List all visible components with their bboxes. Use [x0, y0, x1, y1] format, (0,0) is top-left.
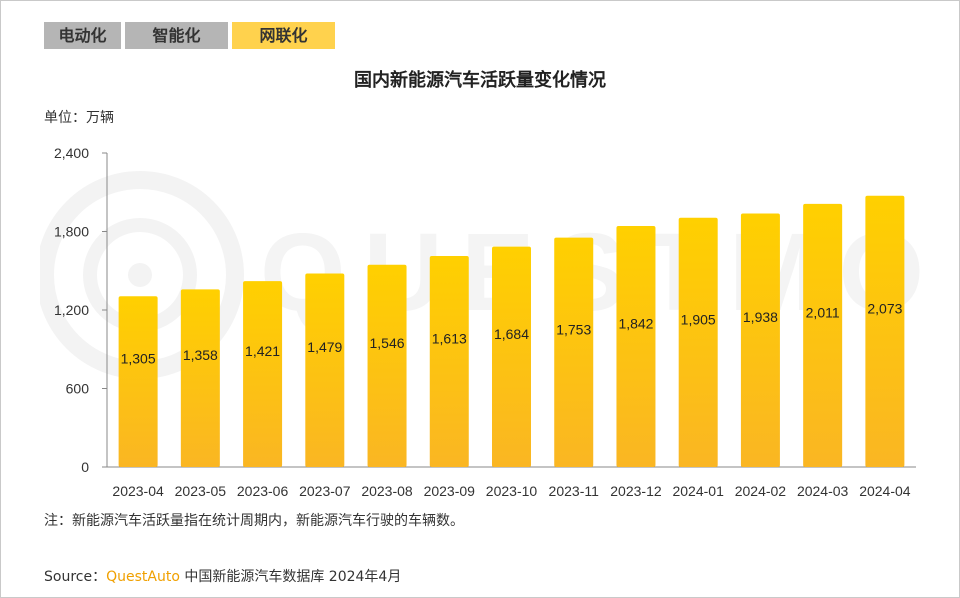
bar-2023-07	[305, 273, 345, 467]
x-tick-label: 2023-08	[361, 483, 413, 499]
data-label: 1,305	[121, 351, 156, 367]
data-label: 1,479	[307, 339, 342, 355]
x-tick-label: 2023-06	[237, 483, 289, 499]
x-tick-label: 2023-11	[549, 483, 600, 499]
data-label: 1,421	[245, 343, 280, 359]
bar-2024-02	[740, 213, 780, 467]
chart-title: 国内新能源汽车活跃量变化情况	[354, 70, 606, 91]
bar-2023-06	[243, 281, 283, 467]
footnote: 注：新能源汽车活跃量指在统计周期内，新能源汽车行驶的车辆数。	[44, 513, 464, 529]
x-tick-label: 2024-02	[735, 483, 787, 499]
bar-2024-01	[678, 217, 718, 467]
data-label: 1,358	[183, 347, 218, 363]
source-text: 中国新能源汽车数据库 2024年4月	[179, 569, 402, 585]
bar-2023-08	[367, 264, 407, 467]
source-brand: QuestAuto	[106, 569, 180, 585]
x-tick-label: 2023-05	[175, 483, 227, 499]
data-label: 2,073	[867, 300, 902, 316]
x-tick-label: 2023-09	[424, 483, 476, 499]
tab-connectivity[interactable]: 网联化	[232, 22, 335, 49]
source-prefix: Source：	[44, 569, 107, 585]
data-label: 1,842	[618, 316, 653, 332]
bar-2024-03	[803, 203, 843, 467]
data-label: 1,938	[743, 309, 778, 325]
x-tick-label: 2023-10	[486, 483, 538, 499]
y-tick-label: 1,200	[54, 302, 89, 318]
data-label: 1,753	[556, 321, 591, 337]
data-label: 1,905	[681, 311, 716, 327]
source-line: Source：QuestAuto 中国新能源汽车数据库 2024年4月	[44, 566, 401, 586]
y-tick-label: 600	[66, 381, 90, 397]
unit-label: 单位：万辆	[44, 110, 114, 126]
bar-2023-09	[429, 255, 469, 467]
category-tabs: 电动化 智能化 网联化	[44, 22, 335, 49]
tab-electrification[interactable]: 电动化	[44, 22, 121, 49]
x-tick-label: 2023-12	[610, 483, 662, 499]
y-tick-label: 1,800	[54, 224, 89, 240]
bar-2023-10	[492, 246, 531, 467]
y-tick-label: 0	[81, 459, 89, 475]
data-label: 1,684	[494, 326, 529, 342]
tab-intelligence[interactable]: 智能化	[125, 22, 228, 49]
data-label: 1,613	[432, 330, 467, 346]
bar-2023-05	[180, 289, 220, 467]
data-label: 1,546	[370, 335, 405, 351]
x-tick-label: 2024-01	[672, 483, 724, 499]
x-tick-label: 2023-04	[112, 483, 164, 499]
data-label: 2,011	[806, 304, 840, 320]
x-tick-label: 2024-04	[859, 483, 911, 499]
bar-2023-12	[616, 226, 656, 467]
y-tick-label: 2,400	[54, 145, 89, 161]
bar-2023-04	[118, 296, 158, 467]
x-tick-label: 2024-03	[797, 483, 849, 499]
bar-2023-11	[554, 237, 594, 467]
x-tick-label: 2023-07	[299, 483, 351, 499]
bar-2024-04	[865, 195, 905, 467]
